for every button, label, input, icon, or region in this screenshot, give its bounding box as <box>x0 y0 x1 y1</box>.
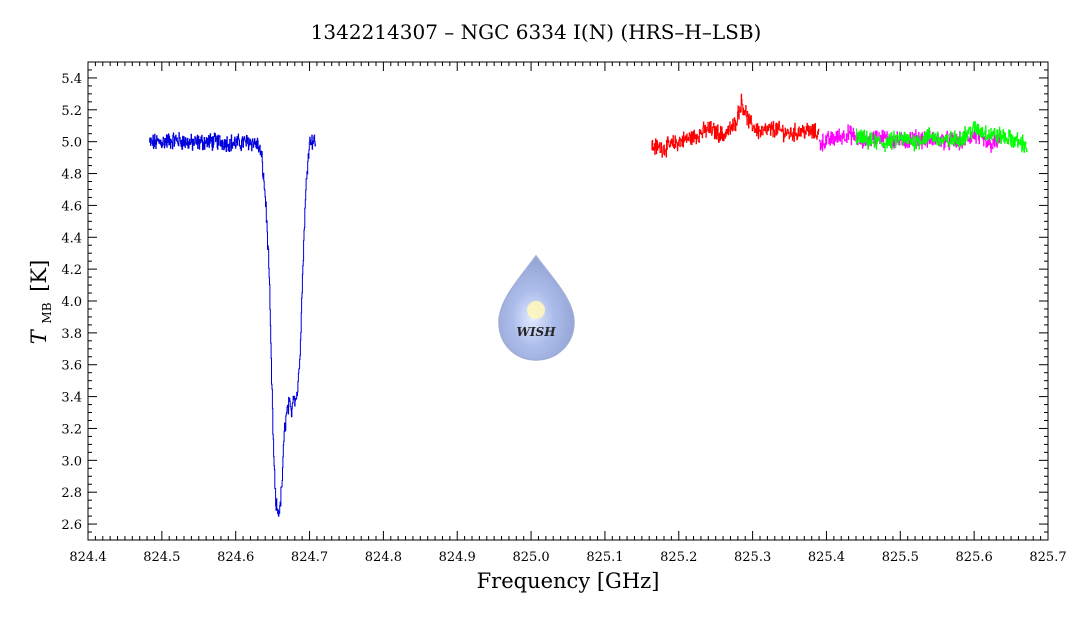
x-tick-label: 825.0 <box>512 550 549 565</box>
y-axis-label-main: T <box>27 328 51 344</box>
y-tick-label: 5.2 <box>61 104 82 119</box>
x-tick-label: 825.6 <box>956 550 993 565</box>
x-tick-label: 825.3 <box>734 550 771 565</box>
series-layer <box>149 93 1028 517</box>
x-tick-label: 824.7 <box>291 550 328 565</box>
y-axis-label-unit: [K] <box>27 260 51 292</box>
y-tick-label: 2.6 <box>61 518 82 533</box>
y-tick-label: 3.2 <box>61 422 82 437</box>
x-axis-label: Frequency [GHz] <box>477 569 660 593</box>
y-tick-label: 4.0 <box>61 295 82 310</box>
plot-frame <box>87 61 1049 541</box>
logo-text: WISH <box>516 325 556 339</box>
x-tick-label: 825.2 <box>660 550 697 565</box>
chart-title: 1342214307 – NGC 6334 I(N) (HRS–H–LSB) <box>311 20 762 44</box>
y-tick-label: 2.8 <box>61 486 82 501</box>
x-tick-label: 824.4 <box>69 550 106 565</box>
y-tick-label: 3.4 <box>61 391 82 406</box>
x-tick-label: 825.7 <box>1029 550 1066 565</box>
x-tick-label: 825.4 <box>808 550 845 565</box>
watermark-logo: WISH <box>498 254 575 361</box>
y-tick-label: 4.6 <box>61 199 82 214</box>
y-tick-label: 3.8 <box>61 327 82 342</box>
x-tick-label: 824.5 <box>143 550 180 565</box>
axis-ticks: 824.4 824.5 824.6 824.7 824.8 824.9 825.0 825.1… <box>61 61 1067 565</box>
spectrum-series-3 <box>819 124 1001 153</box>
x-tick-label: 824.8 <box>365 550 402 565</box>
y-tick-label: 4.8 <box>61 168 82 183</box>
spectrum-series-1 <box>149 132 316 517</box>
y-tick-label: 3.6 <box>61 359 82 374</box>
y-tick-label: 5.4 <box>61 72 82 87</box>
y-tick-label: 4.4 <box>61 231 82 246</box>
spectrum-series-4 <box>855 121 1028 153</box>
svg-text:T MB [K]: T MB [K] <box>27 260 56 345</box>
y-axis-label-sub: MB <box>40 302 54 323</box>
y-tick-label: 3.0 <box>61 454 82 469</box>
y-axis-label: T MB [K] <box>27 260 56 345</box>
x-tick-label: 825.1 <box>586 550 623 565</box>
x-tick-label: 824.9 <box>439 550 476 565</box>
y-tick-label: 4.2 <box>61 263 82 278</box>
x-tick-label: 825.5 <box>882 550 919 565</box>
spectrum-series-2 <box>651 93 820 158</box>
x-tick-label: 824.6 <box>217 550 254 565</box>
y-tick-label: 5.0 <box>61 136 82 151</box>
